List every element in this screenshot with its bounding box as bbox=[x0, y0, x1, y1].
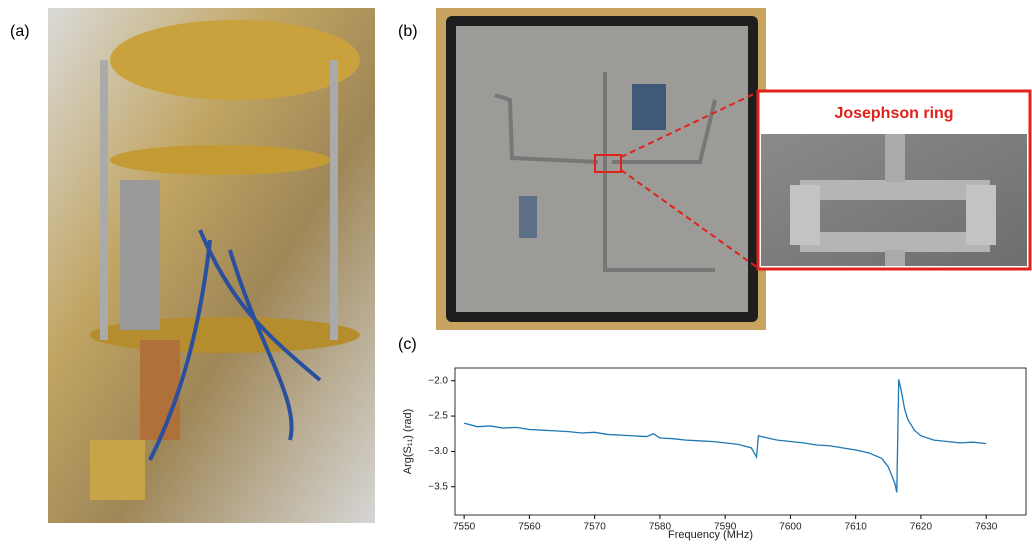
x-tick-label: 7630 bbox=[975, 522, 998, 533]
panel-label: (c) bbox=[398, 336, 417, 353]
y-tick-label: −2.0 bbox=[428, 375, 448, 386]
y-tick-label: −3.5 bbox=[428, 481, 448, 492]
inset-label: Josephson ring bbox=[834, 105, 953, 122]
x-tick-label: 7610 bbox=[845, 522, 868, 533]
x-axis-label: Frequency (MHz) bbox=[668, 529, 753, 541]
y-tick-label: −3.0 bbox=[428, 446, 448, 457]
y-axis-label: Arg(S₁₁) (rad) bbox=[402, 409, 414, 474]
panel-label: (a) bbox=[10, 23, 30, 40]
x-tick-label: 7600 bbox=[779, 522, 802, 533]
x-tick-label: 7550 bbox=[453, 522, 476, 533]
plot-frame bbox=[455, 368, 1026, 515]
sem-inset: Josephson ring bbox=[758, 91, 1030, 269]
x-tick-label: 7620 bbox=[910, 522, 933, 533]
figure: (a) (b) (c) Josephson ring 7550 bbox=[0, 0, 1032, 543]
fridge-photo bbox=[48, 8, 375, 523]
panel-label: (b) bbox=[398, 23, 418, 40]
x-tick-label: 7560 bbox=[518, 522, 541, 533]
chip-photo bbox=[436, 8, 766, 330]
data-line bbox=[464, 379, 986, 492]
y-tick-label: −2.5 bbox=[428, 411, 448, 422]
x-tick-label: 7570 bbox=[584, 522, 607, 533]
